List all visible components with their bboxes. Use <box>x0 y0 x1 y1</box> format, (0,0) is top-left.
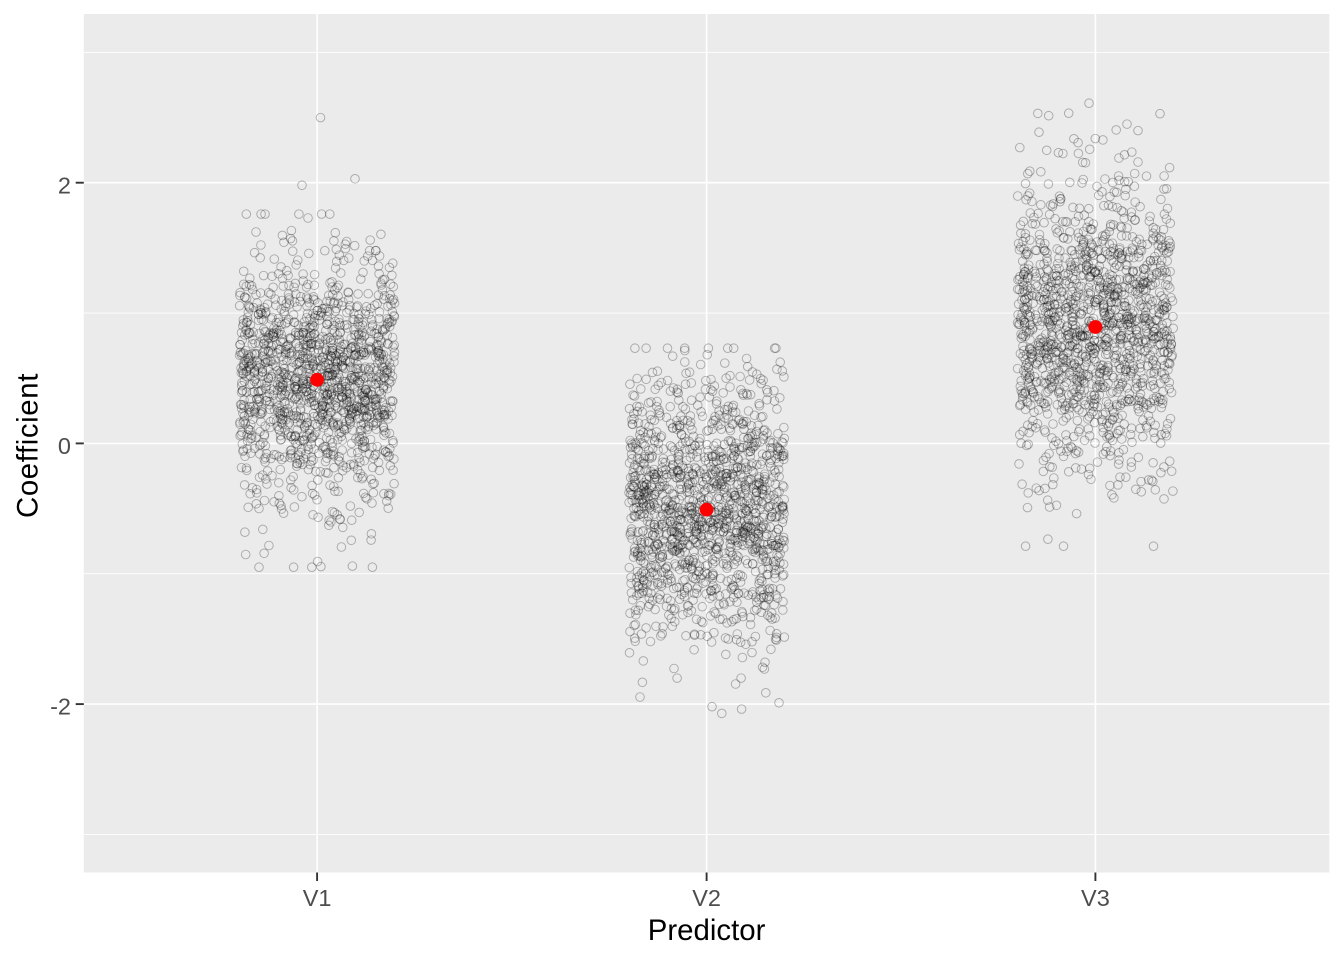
svg-text:V2: V2 <box>692 885 721 911</box>
svg-text:0: 0 <box>58 433 71 459</box>
svg-text:Coefficient: Coefficient <box>11 373 44 518</box>
svg-text:Predictor: Predictor <box>648 914 766 947</box>
svg-text:V3: V3 <box>1081 885 1110 911</box>
svg-text:-2: -2 <box>50 694 71 720</box>
svg-text:V1: V1 <box>303 885 332 911</box>
svg-text:2: 2 <box>58 172 71 198</box>
